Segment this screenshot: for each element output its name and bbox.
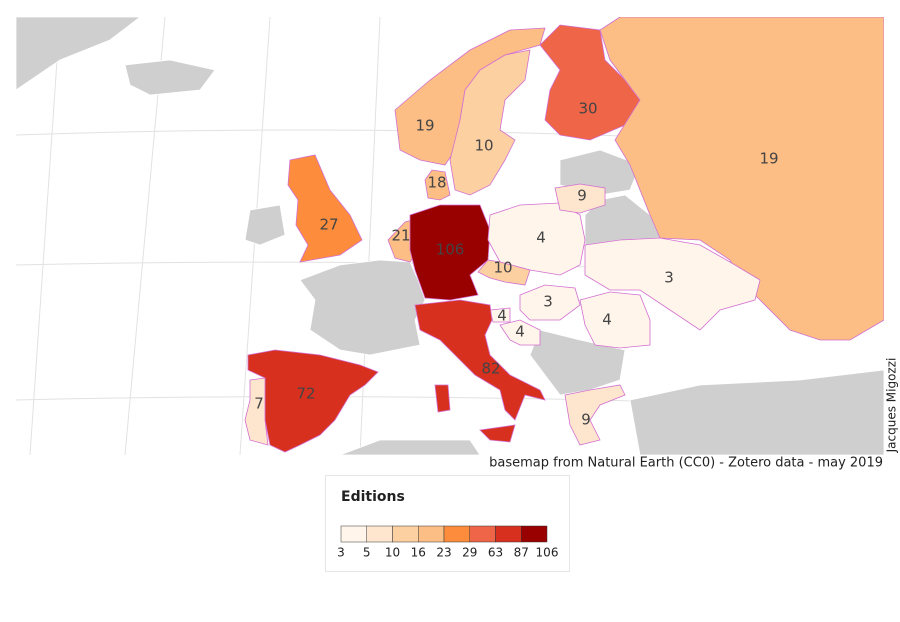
region [287, 154, 363, 263]
region-label: 30 [578, 100, 597, 118]
region [579, 291, 651, 349]
legend-tick: 10 [385, 546, 400, 560]
legend-tick: 16 [411, 546, 426, 560]
region [409, 204, 491, 301]
legend-tick: 5 [363, 546, 371, 560]
region-label: 7 [254, 395, 264, 413]
region [499, 319, 541, 346]
region-label: 19 [759, 150, 778, 168]
region-label: 4 [536, 229, 546, 247]
region-label: 27 [319, 216, 338, 234]
legend-tick: 29 [462, 546, 477, 560]
region-label: 106 [436, 241, 465, 259]
region [434, 384, 451, 413]
legend-swatch [392, 525, 419, 543]
region-label: 3 [543, 293, 553, 311]
region [414, 299, 546, 421]
region-label: 4 [515, 323, 525, 341]
region-label: 10 [474, 137, 493, 155]
legend-swatch [469, 525, 496, 543]
region-label: 3 [664, 269, 674, 287]
region-label: 72 [296, 385, 315, 403]
region [487, 202, 586, 276]
region [584, 237, 761, 331]
region-label: 21 [391, 227, 410, 245]
region-label: 18 [427, 174, 446, 192]
legend-swatch [495, 525, 522, 543]
legend-swatch [340, 525, 367, 543]
legend-swatch [418, 525, 445, 543]
legend-swatch [521, 525, 548, 543]
region-label: 4 [497, 307, 507, 325]
region-label: 10 [493, 259, 512, 277]
legend-box [325, 475, 570, 572]
legend-swatch [366, 525, 393, 543]
region [554, 183, 606, 214]
legend-tick: 63 [488, 546, 503, 560]
author: Jacques Migozzi [885, 358, 899, 454]
region [424, 169, 451, 201]
region-label: 9 [581, 411, 591, 429]
legend-tick: 87 [514, 546, 529, 560]
region-label: 4 [602, 311, 612, 329]
legend-tick: 3 [337, 546, 345, 560]
legend-title: Editions [341, 489, 405, 505]
legend-swatch [443, 525, 470, 543]
region [477, 259, 531, 286]
region-label: 19 [415, 117, 434, 135]
region [519, 284, 581, 321]
region [244, 377, 269, 446]
region [479, 424, 516, 443]
region [449, 49, 531, 196]
region-label: 82 [481, 360, 500, 378]
legend-tick: 23 [436, 546, 451, 560]
legend-tick: 106 [536, 546, 559, 560]
credit: basemap from Natural Earth (CC0) - Zoter… [489, 456, 883, 471]
region-label: 9 [577, 187, 587, 205]
region [564, 384, 626, 446]
region [599, 17, 884, 341]
